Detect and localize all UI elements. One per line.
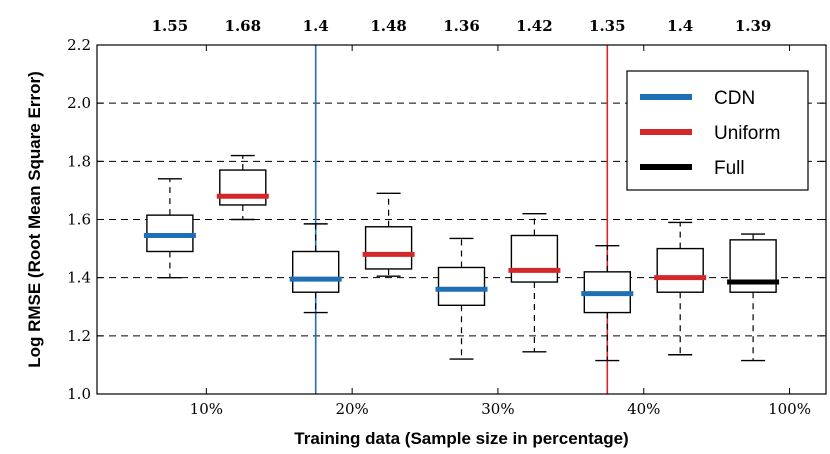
- legend: CDN Uniform Full: [626, 70, 809, 191]
- y-tick-label: 1.8: [67, 152, 91, 170]
- box-uniform: [654, 221, 707, 356]
- top-median-label: 1.36: [443, 17, 480, 35]
- top-median-label: 1.4: [303, 17, 329, 35]
- box-cdn: [435, 237, 488, 360]
- top-median-label: 1.42: [516, 17, 553, 35]
- legend-label-uniform: Uniform: [714, 123, 781, 144]
- iqr-box: [510, 234, 559, 283]
- x-tick-label: 10%: [190, 400, 223, 418]
- iqr-box: [292, 250, 340, 293]
- x-axis-label: Training data (Sample size in percentage…: [294, 429, 628, 448]
- top-median-label: 1.55: [152, 17, 189, 35]
- box-plots: [143, 154, 780, 362]
- box-cdn: [289, 223, 342, 314]
- box-uniform: [216, 154, 269, 221]
- x-axis-ticks: 10% 20% 30% 40% 100%: [190, 45, 811, 418]
- box-uniform: [508, 212, 561, 353]
- top-median-label: 1.68: [225, 17, 262, 35]
- x-tick-label: 20%: [335, 400, 368, 418]
- y-tick-label: 1.4: [67, 269, 91, 287]
- iqr-box: [437, 266, 486, 306]
- box-cdn: [581, 244, 634, 362]
- iqr-box: [656, 247, 704, 293]
- iqr-box: [364, 226, 413, 270]
- legend-label-cdn: CDN: [714, 88, 755, 109]
- box-uniform: [362, 192, 415, 277]
- top-median-label: 1.48: [370, 17, 407, 35]
- y-tick-label: 1.2: [67, 327, 91, 345]
- y-tick-label: 1.0: [67, 385, 91, 403]
- x-tick-label: 100%: [768, 400, 811, 418]
- y-axis-label: Log RMSE (Root Mean Square Error): [25, 71, 44, 368]
- y-axis-ticks: 1.0 1.2 1.4 1.6 1.8 2.0 2.2: [67, 36, 826, 403]
- legend-label-full: Full: [714, 158, 745, 179]
- top-median-labels: 1.55 1.68 1.4 1.48 1.36 1.42 1.35 1.4 1.39: [152, 17, 772, 35]
- top-median-label: 1.39: [735, 17, 772, 35]
- top-median-label: 1.35: [589, 17, 626, 35]
- iqr-box: [219, 169, 267, 206]
- x-tick-label: 40%: [627, 400, 660, 418]
- x-tick-label: 30%: [481, 400, 514, 418]
- box-cdn: [143, 178, 196, 279]
- box-full: [727, 233, 780, 362]
- y-tick-label: 2.0: [67, 94, 91, 112]
- top-median-label: 1.4: [667, 17, 693, 35]
- y-tick-label: 2.2: [67, 36, 91, 54]
- y-tick-label: 1.6: [67, 211, 91, 229]
